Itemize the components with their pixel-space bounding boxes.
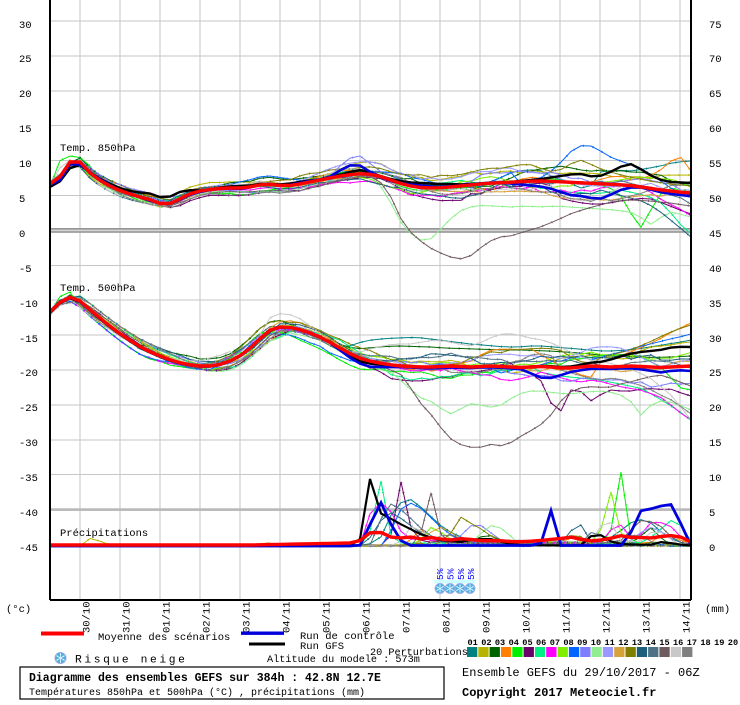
svg-text:06/11: 06/11	[362, 601, 374, 633]
svg-text:Run de contrôle: Run de contrôle	[300, 631, 395, 643]
svg-text:-20: -20	[19, 368, 38, 380]
svg-text:06: 06	[536, 638, 546, 648]
svg-text:20 Perturbations: 20 Perturbations	[370, 647, 468, 659]
svg-text:07/11: 07/11	[402, 601, 414, 633]
svg-text:10: 10	[709, 473, 722, 485]
svg-text:60: 60	[709, 124, 722, 136]
svg-text:10/11: 10/11	[522, 601, 534, 633]
svg-text:Risque neige: Risque neige	[75, 655, 188, 667]
svg-text:12: 12	[618, 638, 628, 648]
svg-text:15: 15	[709, 438, 722, 450]
svg-text:Moyenne des scénarios: Moyenne des scénarios	[98, 632, 230, 644]
svg-text:13/11: 13/11	[642, 601, 654, 633]
svg-text:Ensemble GEFS du 29/10/2017 -: Ensemble GEFS du 29/10/2017 - 06Z	[462, 666, 700, 680]
svg-text:01/11: 01/11	[162, 601, 174, 633]
svg-text:15: 15	[19, 124, 32, 136]
svg-text:25: 25	[19, 54, 32, 66]
svg-text:0: 0	[19, 229, 25, 241]
svg-text:02: 02	[481, 638, 491, 648]
svg-text:-45: -45	[19, 543, 38, 555]
svg-text:70: 70	[709, 54, 722, 66]
svg-text:20: 20	[728, 638, 738, 648]
svg-text:5%: 5%	[466, 568, 477, 580]
svg-text:07: 07	[550, 638, 560, 648]
svg-text:30: 30	[709, 334, 722, 346]
svg-text:05: 05	[522, 638, 532, 648]
svg-text:03: 03	[495, 638, 505, 648]
svg-text:04/11: 04/11	[282, 601, 294, 633]
svg-text:5%: 5%	[435, 568, 446, 580]
svg-text:Temp. 850hPa: Temp. 850hPa	[60, 143, 136, 155]
svg-text:18: 18	[700, 638, 710, 648]
svg-text:50: 50	[709, 194, 722, 206]
svg-text:5: 5	[19, 194, 25, 206]
svg-text:35: 35	[709, 299, 722, 311]
svg-text:17: 17	[687, 638, 697, 648]
svg-text:09/11: 09/11	[482, 601, 494, 633]
svg-text:20: 20	[19, 89, 32, 101]
svg-text:11/11: 11/11	[562, 601, 574, 633]
svg-text:5%: 5%	[446, 568, 457, 580]
svg-text:19: 19	[714, 638, 724, 648]
svg-text:09: 09	[577, 638, 587, 648]
svg-text:31/10: 31/10	[122, 601, 134, 633]
svg-text:13: 13	[632, 638, 642, 648]
svg-text:-25: -25	[19, 403, 38, 415]
svg-text:30/10: 30/10	[82, 601, 94, 633]
svg-text:Run GFS: Run GFS	[300, 641, 344, 653]
svg-text:-5: -5	[19, 264, 32, 276]
svg-text:02/11: 02/11	[202, 601, 214, 633]
svg-text:10: 10	[591, 638, 601, 648]
svg-text:08: 08	[563, 638, 573, 648]
svg-text:65: 65	[709, 89, 722, 101]
svg-text:11: 11	[605, 638, 615, 648]
svg-text:-35: -35	[19, 473, 38, 485]
svg-text:-40: -40	[19, 508, 38, 520]
svg-text:Températures 850hPa et 500hPa: Températures 850hPa et 500hPa (°C) , pré…	[29, 687, 365, 699]
svg-text:Précipitations: Précipitations	[60, 528, 148, 540]
svg-text:10: 10	[19, 159, 32, 171]
svg-text:01: 01	[468, 638, 478, 648]
svg-text:45: 45	[709, 229, 722, 241]
svg-text:25: 25	[709, 368, 722, 380]
svg-text:16: 16	[673, 638, 683, 648]
svg-text:Altitude du modele : 573m: Altitude du modele : 573m	[267, 654, 420, 666]
svg-text:Diagramme des ensembles GEFS s: Diagramme des ensembles GEFS sur 384h : …	[29, 672, 381, 685]
svg-text:-10: -10	[19, 299, 38, 311]
svg-text:12/11: 12/11	[602, 601, 614, 633]
svg-text:(°c): (°c)	[6, 604, 31, 616]
svg-text:-15: -15	[19, 334, 38, 346]
svg-text:Copyright 2017 Meteociel.fr: Copyright 2017 Meteociel.fr	[462, 686, 656, 700]
svg-text:40: 40	[709, 264, 722, 276]
svg-text:05/11: 05/11	[322, 601, 334, 633]
svg-text:75: 75	[709, 20, 722, 32]
svg-text:08/11: 08/11	[442, 601, 454, 633]
svg-text:-30: -30	[19, 438, 38, 450]
svg-text:5%: 5%	[456, 568, 467, 580]
svg-text:Temp. 500hPa: Temp. 500hPa	[60, 283, 136, 295]
svg-text:14: 14	[646, 638, 656, 648]
svg-text:04: 04	[509, 638, 519, 648]
svg-text:0: 0	[709, 543, 715, 555]
svg-text:5: 5	[709, 508, 715, 520]
svg-text:03/11: 03/11	[242, 601, 254, 633]
svg-text:15: 15	[659, 638, 669, 648]
svg-text:55: 55	[709, 159, 722, 171]
svg-text:30: 30	[19, 20, 32, 32]
svg-text:14/11: 14/11	[682, 601, 694, 633]
svg-text:(mm): (mm)	[705, 604, 730, 616]
svg-text:20: 20	[709, 403, 722, 415]
